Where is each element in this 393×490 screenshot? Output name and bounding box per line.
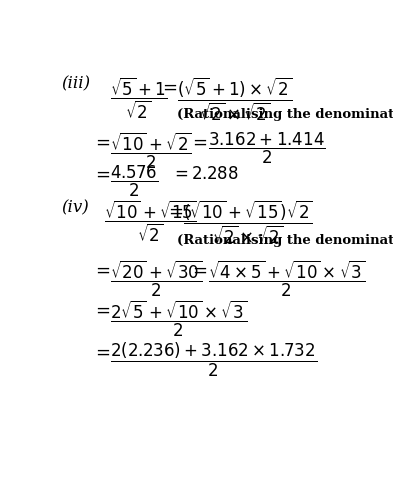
Text: $\dfrac{\sqrt{4\times5}+\sqrt{10}\times\sqrt{3}}{2}$: $\dfrac{\sqrt{4\times5}+\sqrt{10}\times\…	[208, 259, 365, 299]
Text: (iv): (iv)	[61, 199, 89, 216]
Text: $\dfrac{(\sqrt{10}+\sqrt{15})\sqrt{2}}{\sqrt{2}\times\sqrt{2}}$: $\dfrac{(\sqrt{10}+\sqrt{15})\sqrt{2}}{\…	[183, 199, 313, 246]
Text: $=$: $=$	[92, 132, 110, 150]
Text: $=$: $=$	[189, 261, 208, 279]
Text: $=$: $=$	[165, 201, 184, 220]
Text: $\dfrac{2(2.236)+3.162\times1.732}{2}$: $\dfrac{2(2.236)+3.162\times1.732}{2}$	[110, 341, 317, 379]
Text: $=$: $=$	[189, 132, 208, 150]
Text: $\dfrac{\sqrt{10}+\sqrt{2}}{2}$: $\dfrac{\sqrt{10}+\sqrt{2}}{2}$	[110, 130, 192, 171]
Text: $=2.288$: $=2.288$	[171, 165, 239, 183]
Text: (Rationalising the denominator): (Rationalising the denominator)	[177, 108, 393, 121]
Text: $\dfrac{\sqrt{10}+\sqrt{15}}{\sqrt{2}}$: $\dfrac{\sqrt{10}+\sqrt{15}}{\sqrt{2}}$	[104, 199, 196, 245]
Text: $=$: $=$	[92, 343, 110, 361]
Text: $\dfrac{3.162+1.414}{2}$: $\dfrac{3.162+1.414}{2}$	[208, 130, 325, 166]
Text: $\dfrac{\sqrt{20}+\sqrt{30}}{2}$: $\dfrac{\sqrt{20}+\sqrt{30}}{2}$	[110, 259, 202, 299]
Text: $\dfrac{2\sqrt{5}+\sqrt{10}\times\sqrt{3}}{2}$: $\dfrac{2\sqrt{5}+\sqrt{10}\times\sqrt{3…	[110, 299, 247, 340]
Text: $\dfrac{\sqrt{5}+1}{\sqrt{2}}$: $\dfrac{\sqrt{5}+1}{\sqrt{2}}$	[110, 76, 167, 121]
Text: (iii): (iii)	[61, 76, 90, 93]
Text: (Rationalising the denominator): (Rationalising the denominator)	[177, 234, 393, 247]
Text: $=$: $=$	[159, 77, 177, 96]
Text: $=$: $=$	[92, 261, 110, 279]
Text: $\dfrac{(\sqrt{5}+1)\times\sqrt{2}}{\sqrt{2}\times\sqrt{2}}$: $\dfrac{(\sqrt{5}+1)\times\sqrt{2}}{\sqr…	[177, 76, 292, 123]
Text: $=$: $=$	[92, 301, 110, 319]
Text: $=$: $=$	[92, 165, 110, 183]
Text: $\dfrac{4.576}{2}$: $\dfrac{4.576}{2}$	[110, 164, 158, 199]
